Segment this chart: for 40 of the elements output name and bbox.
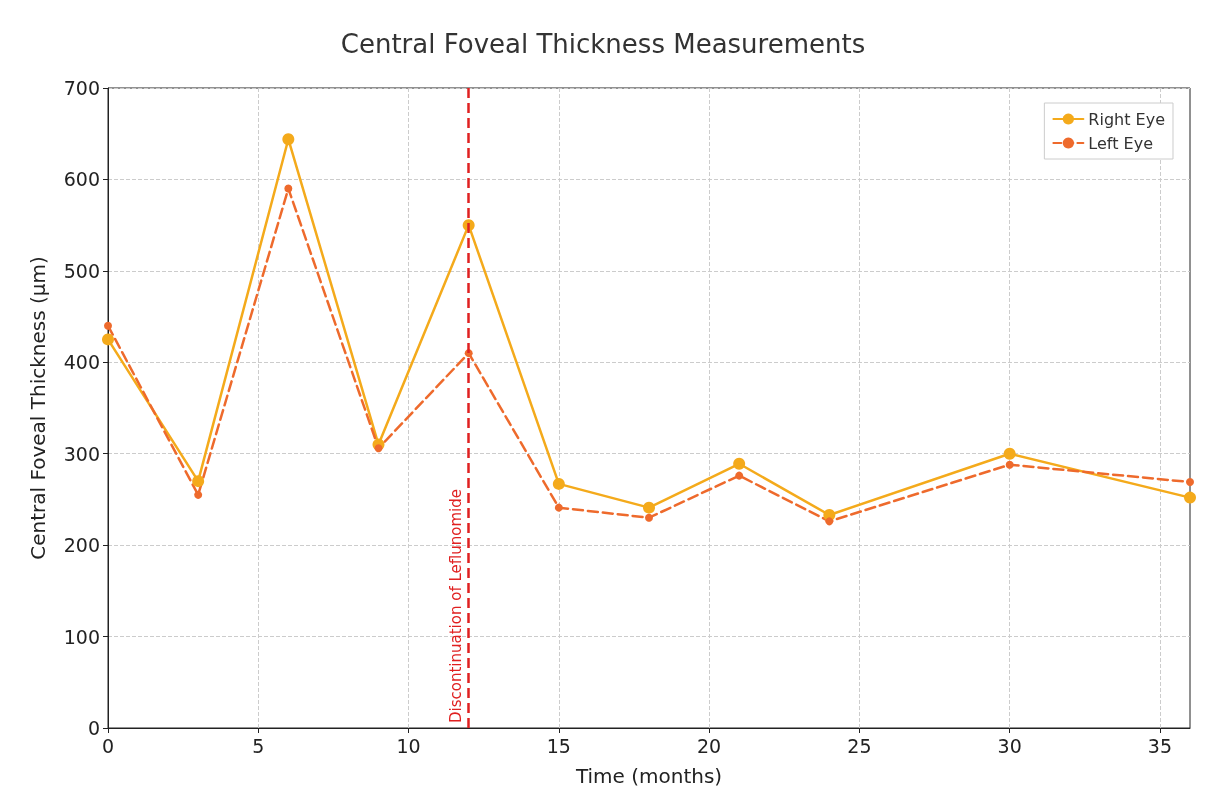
point: [643, 501, 655, 514]
point: [284, 184, 293, 193]
x-tick-label: 30: [997, 734, 1022, 757]
point: [104, 321, 112, 330]
chart-title: Central Foveal Thickness Measurements: [340, 29, 866, 59]
legend-label: Left Eye: [1088, 133, 1153, 153]
x-tick-label: 20: [697, 734, 722, 757]
point: [192, 475, 205, 488]
y-tick-label: 300: [63, 442, 100, 465]
y-axis-title: Central Foveal Thickness (μm): [26, 256, 50, 560]
point: [1005, 460, 1014, 469]
x-tick-label: 35: [1147, 734, 1173, 757]
y-tick-label: 700: [63, 77, 100, 99]
y-tick-label: 0: [87, 717, 100, 739]
y-tick-label: 200: [63, 534, 100, 557]
point: [102, 333, 114, 346]
point: [645, 513, 653, 522]
y-tick-label: 600: [63, 168, 100, 191]
y-tick-label: 500: [63, 259, 100, 282]
ref-line-label: Discontinuation of Leflunomide: [447, 489, 466, 723]
x-tick-label: 15: [546, 734, 571, 757]
point: [554, 503, 563, 512]
legend-label: Right Eye: [1088, 109, 1165, 129]
x-tick-label: 0: [101, 734, 115, 757]
x-tick-label: 25: [847, 734, 872, 757]
x-axis-title: Time (months): [574, 764, 723, 788]
point: [374, 444, 383, 453]
point: [825, 517, 834, 526]
point: [733, 457, 746, 470]
x-tick-label: 10: [396, 734, 421, 757]
point: [552, 477, 565, 490]
point: [1184, 491, 1196, 504]
x-tick-label: 5: [252, 734, 265, 757]
point: [282, 133, 295, 146]
y-tick-label: 400: [63, 351, 100, 374]
point: [1186, 478, 1194, 487]
point: [1003, 447, 1016, 460]
y-tick-label: 100: [63, 625, 100, 648]
point: [735, 471, 744, 480]
point: [194, 490, 203, 499]
